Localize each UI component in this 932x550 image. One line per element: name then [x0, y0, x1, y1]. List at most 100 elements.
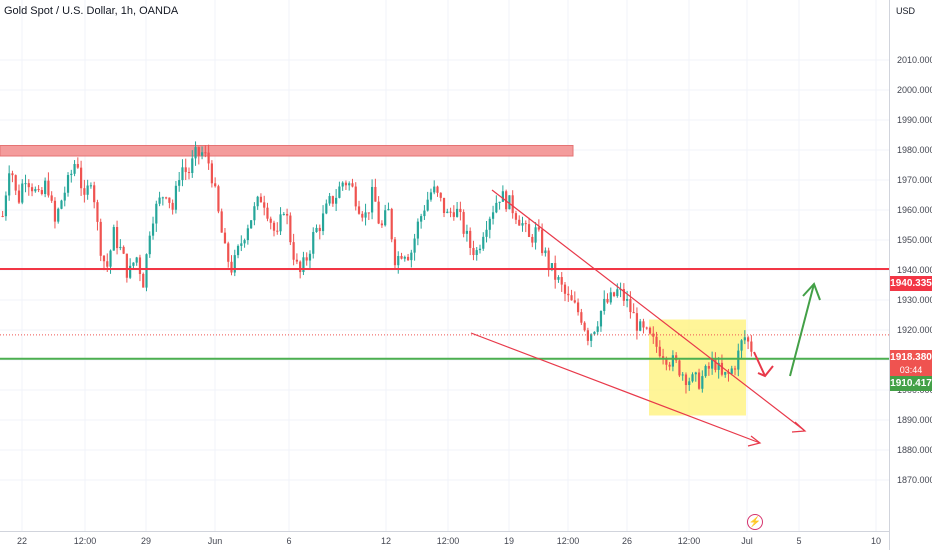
candle-body [83, 188, 86, 195]
candle-body [648, 327, 652, 334]
candle-body [544, 250, 547, 254]
candle-body [590, 334, 593, 341]
candle-body [217, 186, 220, 212]
candle-body [302, 257, 305, 273]
candle-body [34, 189, 37, 192]
candle-body [266, 207, 269, 219]
candle-body [165, 197, 168, 199]
candle-body [511, 195, 514, 214]
candle-body [609, 292, 612, 303]
candle-body [96, 202, 99, 222]
y-tick-label: 1920.000 [897, 325, 932, 335]
candle-body [508, 195, 511, 210]
candle-body [259, 196, 263, 203]
candle-body [380, 223, 384, 226]
candle-body [305, 257, 308, 261]
candle-body [115, 227, 119, 249]
candle-body [737, 350, 740, 370]
candle-body [524, 223, 527, 225]
candle-body [743, 337, 746, 341]
candle-body [308, 253, 312, 261]
candle-body [521, 223, 524, 226]
candle-body [697, 372, 701, 389]
candle-body [560, 277, 563, 285]
candle-body [344, 182, 348, 186]
candle-body [462, 212, 465, 234]
candle-body [331, 196, 334, 204]
red-arrow-head [757, 365, 774, 378]
candle-body [112, 227, 115, 251]
candle-body [174, 185, 178, 210]
candle-body [397, 256, 400, 266]
candle-body [580, 312, 583, 323]
x-tick-label: 19 [504, 536, 514, 546]
x-tick-label: 12 [381, 536, 391, 546]
candle-body [122, 246, 125, 254]
candle-body [393, 239, 397, 266]
candle-body [282, 213, 285, 215]
channel-lower-arrowhead [747, 435, 762, 447]
x-tick-label: 12:00 [557, 536, 580, 546]
candle-body [357, 206, 361, 214]
candle-body [420, 216, 423, 222]
chart-zones[interactable] [0, 145, 746, 416]
candle-body [573, 300, 576, 303]
candle-body [155, 203, 158, 224]
y-tick-label: 1950.000 [897, 235, 932, 245]
candle-body [220, 211, 223, 233]
candle-body [21, 183, 24, 203]
support-price-label: 1910.417 [890, 376, 932, 391]
consolidation-zone [649, 319, 746, 416]
candle-body [370, 186, 374, 213]
candle-body [482, 236, 485, 249]
candle-body [531, 236, 534, 243]
candle-body [138, 257, 142, 275]
y-tick-label: 1930.000 [897, 295, 932, 305]
candle-body [256, 196, 259, 207]
candle-body [452, 212, 455, 217]
red-arrow-shaft [753, 351, 766, 377]
candle-body [194, 147, 197, 159]
candle-body [200, 152, 204, 156]
candle-body [557, 277, 560, 280]
candle-body [125, 253, 128, 278]
candle-body [204, 152, 207, 154]
candle-body [367, 212, 370, 214]
candle-body [161, 197, 164, 199]
chart-drawings[interactable] [0, 189, 889, 447]
candle-body [89, 185, 93, 187]
candle-body [514, 213, 518, 220]
candle-body [40, 190, 43, 195]
candle-body [750, 341, 753, 352]
y-tick-label: 1880.000 [897, 445, 932, 455]
candle-body [151, 223, 155, 236]
green-arrow-head [802, 282, 821, 301]
candle-body [250, 220, 253, 229]
candle-body [384, 210, 387, 226]
candle-body [465, 230, 469, 234]
candle-body [429, 192, 433, 200]
lightning-icon[interactable]: ⚡ [747, 514, 763, 530]
candle-body [456, 208, 459, 217]
chart-title: Gold Spot / U.S. Dollar, 1h, OANDA [4, 5, 179, 17]
x-tick-label: 12:00 [74, 536, 97, 546]
candle-body [4, 195, 8, 217]
candle-body [207, 152, 210, 164]
channel-upper-arrowhead [791, 421, 807, 433]
currency-label: USD [896, 6, 916, 16]
candle-body [390, 208, 393, 240]
candle-body [541, 229, 544, 254]
candle-body [727, 372, 730, 374]
x-tick-label: Jun [208, 536, 223, 546]
candle-body [60, 200, 63, 209]
candle-body [563, 284, 567, 294]
candle-body [184, 167, 187, 173]
x-tick-label: 29 [141, 536, 151, 546]
candle-body [746, 337, 750, 342]
candle-body [658, 346, 661, 357]
candle-body [632, 312, 635, 314]
channel-lower-line [470, 332, 761, 444]
candle-body [626, 299, 629, 301]
